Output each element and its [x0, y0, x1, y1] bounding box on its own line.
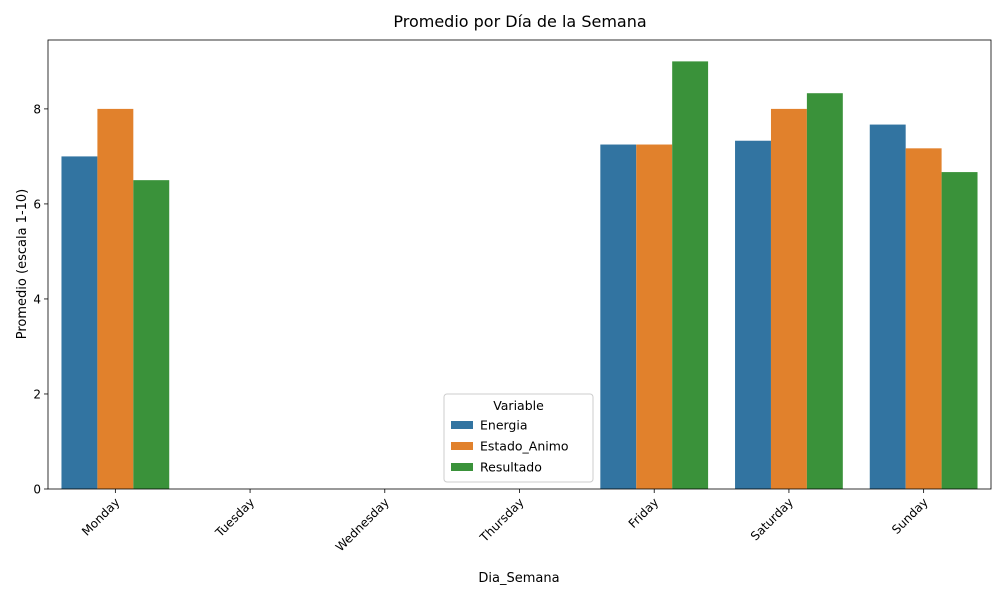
bar-monday-resultado [133, 180, 170, 489]
bar-sunday-energia [869, 124, 906, 489]
y-tick-label: 2 [33, 387, 41, 401]
bar-friday-estado-animo [636, 144, 673, 489]
y-axis-ticks: 0 2 4 6 8 [33, 102, 48, 497]
bar-monday-energia [61, 156, 98, 489]
legend-swatch-energia [451, 421, 473, 429]
y-tick-label: 0 [33, 483, 41, 497]
bar-sunday-resultado [941, 172, 978, 489]
bar-sunday-estado-animo [905, 148, 942, 489]
legend-entries: Energia Estado_Animo Resultado [451, 418, 569, 475]
x-axis-label: Dia_Semana [478, 571, 559, 586]
y-tick-label: 8 [33, 102, 41, 116]
y-tick-label: 4 [33, 292, 41, 306]
y-tick-label: 6 [33, 197, 41, 211]
y-axis-label: Promedio (escala 1-10) [15, 189, 30, 339]
chart-title: Promedio por Día de la Semana [393, 12, 646, 31]
legend-label: Estado_Animo [480, 439, 569, 454]
plot-frame [47, 39, 992, 490]
legend-swatch-estado-animo [451, 442, 473, 450]
legend-box [443, 393, 594, 483]
legend-label: Resultado [480, 460, 542, 475]
bars-group [61, 61, 978, 490]
bar-saturday-resultado [806, 93, 843, 490]
bar-friday-resultado [672, 61, 709, 489]
bar-saturday-energia [735, 140, 771, 490]
bar-saturday-estado-animo [770, 108, 807, 489]
legend: Variable Energia Estado_Animo Resultado [443, 393, 594, 483]
legend-title: Variable [493, 398, 544, 413]
bar-friday-energia [600, 144, 637, 489]
legend-swatch-resultado [451, 463, 473, 471]
bar-monday-estado-animo [97, 108, 134, 489]
legend-label: Energia [480, 418, 528, 433]
